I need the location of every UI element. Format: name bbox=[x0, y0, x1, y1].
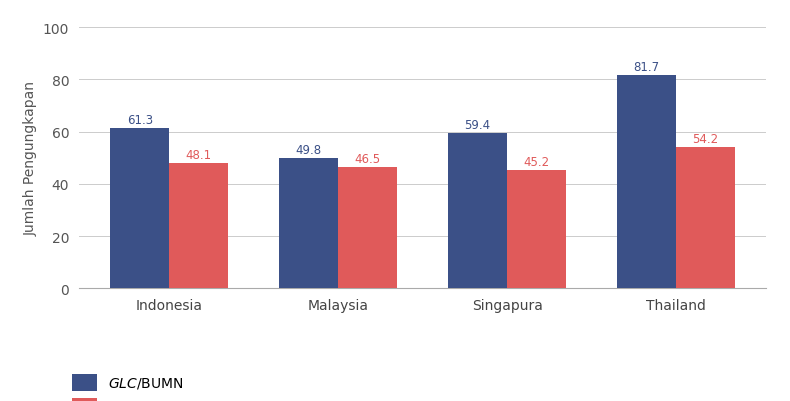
Text: 45.2: 45.2 bbox=[524, 156, 550, 169]
Bar bbox=[448, 134, 507, 289]
Text: 54.2: 54.2 bbox=[693, 132, 719, 145]
Text: 81.7: 81.7 bbox=[634, 61, 660, 74]
Bar bbox=[507, 171, 566, 289]
Bar bbox=[338, 168, 397, 289]
Text: 46.5: 46.5 bbox=[355, 152, 381, 166]
Bar bbox=[111, 129, 169, 289]
Bar bbox=[169, 163, 228, 289]
Bar bbox=[676, 148, 735, 289]
Y-axis label: Jumlah Pengungkapan: Jumlah Pengungkapan bbox=[24, 81, 37, 236]
Bar bbox=[279, 159, 338, 289]
Text: 61.3: 61.3 bbox=[126, 114, 152, 127]
Text: 59.4: 59.4 bbox=[465, 119, 491, 132]
Legend: $\it{GLC}$/BUMN, Non-$\it{GLC}$/Non-BUMN: $\it{GLC}$/BUMN, Non-$\it{GLC}$/Non-BUMN bbox=[72, 374, 249, 401]
Text: 48.1: 48.1 bbox=[186, 148, 212, 161]
Bar bbox=[617, 76, 676, 289]
Text: 49.8: 49.8 bbox=[295, 144, 322, 157]
